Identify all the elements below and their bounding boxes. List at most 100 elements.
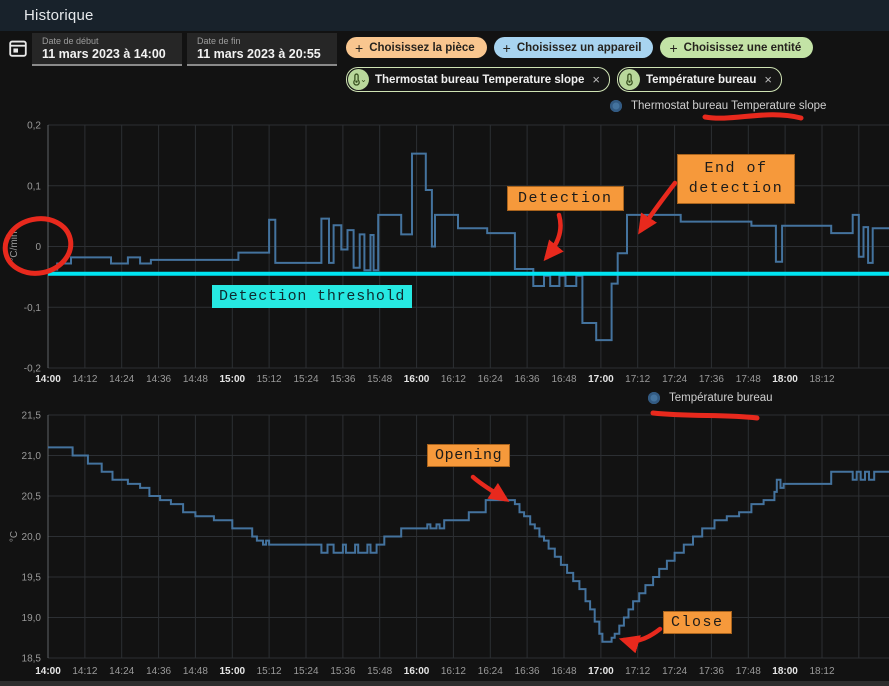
temperature-series-line	[48, 446, 889, 643]
x-tick-label: 14:48	[183, 374, 208, 385]
picker-chips-row: + Choisissez la pièce + Choisissez un ap…	[346, 37, 814, 58]
x-tick-label: 14:48	[183, 666, 208, 677]
x-tick-label: 17:00	[588, 666, 614, 677]
y-tick-label: 19,5	[22, 573, 42, 584]
choose-area-label: Choisissez la pièce	[369, 41, 475, 54]
plus-icon: +	[669, 39, 678, 56]
entity-chip-label: Température bureau	[646, 73, 757, 86]
x-tick-label: 14:24	[109, 374, 134, 385]
end-date-field[interactable]: Date de fin 11 mars 2023 à 20:55	[187, 33, 337, 66]
y-tick-label: 21,5	[22, 411, 42, 422]
remove-entity-icon[interactable]: ×	[592, 72, 600, 87]
x-tick-label: 14:12	[72, 374, 97, 385]
x-tick-label: 15:12	[257, 374, 282, 385]
x-tick-label: 14:24	[109, 666, 134, 677]
x-tick-label: 15:12	[257, 666, 282, 677]
calendar-icon	[9, 40, 27, 57]
start-date-value: 11 mars 2023 à 14:00	[42, 47, 166, 61]
end-date-value: 11 mars 2023 à 20:55	[197, 47, 321, 61]
x-tick-label: 18:00	[772, 666, 798, 677]
bottom-edge-bar	[0, 681, 889, 686]
legend-label-slope: Thermostat bureau Temperature slope	[631, 100, 827, 112]
x-tick-label: 16:48	[551, 666, 576, 677]
choose-entity-label: Choisissez une entité	[683, 41, 802, 54]
y-tick-label: 20,5	[22, 492, 42, 503]
x-tick-label: 16:24	[478, 374, 503, 385]
legend-item-temperature[interactable]: Température bureau	[648, 392, 773, 404]
x-tick-label: 16:48	[551, 374, 576, 385]
start-date-field[interactable]: Date de début 11 mars 2023 à 14:00	[32, 33, 182, 66]
choose-device-label: Choisissez un appareil	[516, 41, 642, 54]
end-of-detection-annotation: End of detection	[677, 154, 795, 204]
x-tick-label: 15:24	[293, 374, 318, 385]
x-tick-label: 18:12	[809, 374, 834, 385]
app-header: Historique	[0, 0, 889, 31]
legend-item-slope[interactable]: Thermostat bureau Temperature slope	[610, 100, 826, 112]
thermometer-icon	[619, 69, 640, 90]
x-tick-label: 17:12	[625, 374, 650, 385]
detection-annotation: Detection	[507, 186, 624, 211]
y-tick-label: 21,0	[22, 451, 42, 462]
x-tick-label: 16:12	[441, 666, 466, 677]
selected-entities-row: ⌄ Thermostat bureau Temperature slope × …	[346, 67, 782, 92]
x-tick-label: 15:36	[330, 374, 355, 385]
x-tick-label: 17:24	[662, 666, 687, 677]
y-tick-label: 18,5	[22, 654, 42, 665]
chevron-down-icon: ⌄	[360, 75, 367, 84]
x-tick-label: 16:36	[515, 666, 540, 677]
x-tick-label: 17:36	[699, 374, 724, 385]
y-tick-label: 0	[35, 242, 41, 253]
x-tick-label: 17:48	[736, 666, 761, 677]
calendar-button[interactable]	[5, 36, 31, 62]
thermometer-icon: ⌄	[348, 69, 369, 90]
x-tick-label: 17:24	[662, 374, 687, 385]
x-tick-label: 17:12	[625, 666, 650, 677]
close-annotation: Close	[663, 611, 732, 634]
x-tick-label: 17:36	[699, 666, 724, 677]
x-tick-label: 15:36	[330, 666, 355, 677]
x-tick-label: 14:12	[72, 666, 97, 677]
plus-icon: +	[355, 39, 364, 56]
entity-chip-thermostat-slope[interactable]: ⌄ Thermostat bureau Temperature slope ×	[346, 67, 610, 92]
x-tick-label: 18:12	[809, 666, 834, 677]
x-tick-label: 14:00	[35, 666, 61, 677]
x-tick-label: 16:12	[441, 374, 466, 385]
choose-entity-chip[interactable]: + Choisissez une entité	[660, 37, 814, 58]
remove-entity-icon[interactable]: ×	[764, 72, 772, 87]
opening-annotation: Opening	[427, 444, 511, 467]
end-date-label: Date de fin	[197, 36, 241, 46]
start-date-label: Date de début	[42, 36, 99, 46]
slope-series-line	[48, 152, 889, 342]
x-tick-label: 14:36	[146, 374, 171, 385]
legend-dot	[648, 392, 660, 404]
y-tick-label: -0,1	[24, 303, 42, 314]
x-tick-label: 17:48	[736, 374, 761, 385]
x-tick-label: 15:00	[220, 666, 246, 677]
entity-chip-label: Thermostat bureau Temperature slope	[375, 73, 585, 86]
x-tick-label: 17:00	[588, 374, 614, 385]
slope-chart-canvas[interactable]: 0,2 0,1 0 -0,1 -0,214:00 14:12 14:24 14:36 14:48…	[0, 118, 889, 400]
y-tick-label: 0,2	[27, 121, 41, 132]
choose-device-chip[interactable]: + Choisissez un appareil	[493, 37, 654, 58]
x-tick-label: 14:00	[35, 374, 61, 385]
choose-area-chip[interactable]: + Choisissez la pièce	[346, 37, 487, 58]
legend-dot	[610, 100, 622, 112]
x-tick-label: 15:00	[220, 374, 246, 385]
x-tick-label: 16:36	[515, 374, 540, 385]
detection-threshold-annotation: Detection threshold	[212, 285, 413, 308]
x-tick-label: 16:24	[478, 666, 503, 677]
page-title: Historique	[24, 7, 94, 24]
y-tick-label: 19,0	[22, 613, 42, 624]
entity-chip-temperature-bureau[interactable]: Température bureau ×	[617, 67, 782, 92]
x-tick-label: 15:24	[293, 666, 318, 677]
x-tick-label: 15:48	[367, 666, 392, 677]
x-tick-label: 16:00	[404, 374, 430, 385]
x-tick-label: 16:00	[404, 666, 430, 677]
legend-label-temperature: Température bureau	[669, 392, 773, 404]
x-tick-label: 18:00	[772, 374, 798, 385]
y-tick-label: -0,2	[24, 364, 42, 375]
y-tick-label: 0,1	[27, 181, 41, 192]
x-tick-label: 15:48	[367, 374, 392, 385]
y-tick-label: 20,0	[22, 532, 42, 543]
